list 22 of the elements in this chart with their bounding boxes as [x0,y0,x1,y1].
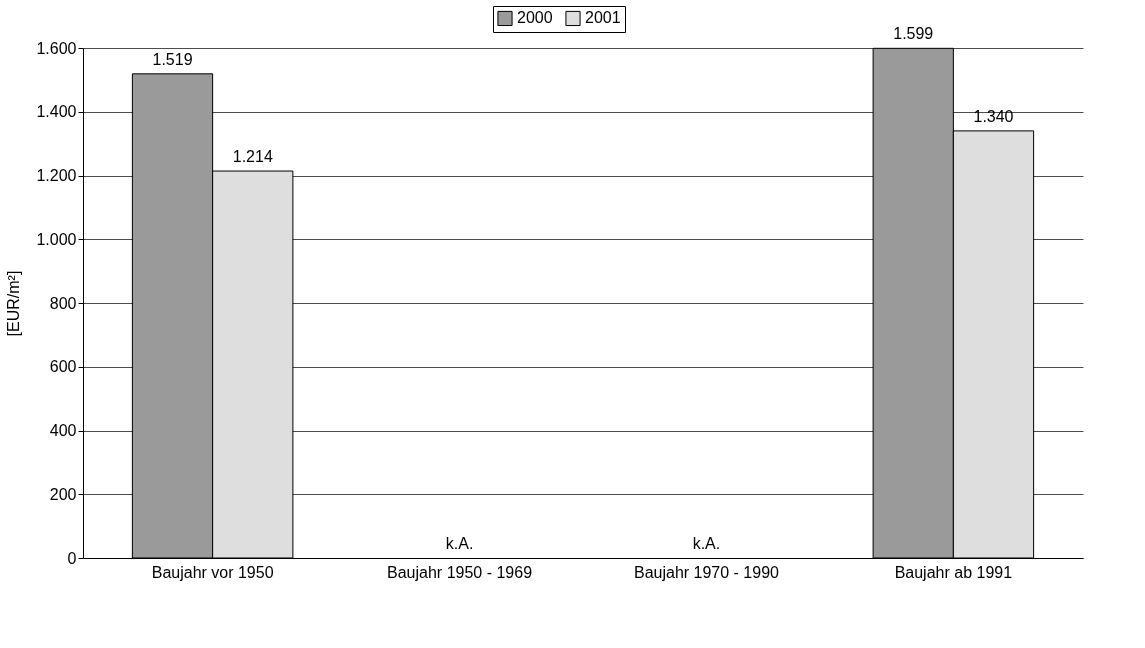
y-tick-label: 400 [49,422,77,439]
data-label: 1.340 [973,107,1014,125]
data-label: 1.519 [152,50,193,68]
y-tick-label: 200 [49,485,77,503]
y-tick-label: 1.600 [36,39,77,57]
y-tick-label: 600 [49,358,77,376]
x-tick-label: Baujahr vor 1950 [151,563,274,581]
y-tick-label: 1.400 [36,103,77,121]
y-tick-label: 0 [67,549,77,567]
x-tick-label: Baujahr 1950 - 1969 [387,563,533,581]
y-tick-label: 800 [49,294,77,312]
x-tick-label: Baujahr 1970 - 1990 [633,563,780,581]
y-tick-label: 1.200 [36,167,77,184]
data-label: 1.599 [893,25,934,43]
y-axis-title: [EUR/m²] [5,270,23,337]
x-tick-label: Baujahr ab 1991 [894,563,1013,581]
legend-label: 2000 [517,9,553,27]
data-label: 1.214 [232,148,273,166]
y-tick-label: 1.000 [36,230,77,248]
annotation: k.A. [692,535,721,552]
legend-label: 2001 [585,9,621,27]
annotation: k.A. [445,535,474,552]
